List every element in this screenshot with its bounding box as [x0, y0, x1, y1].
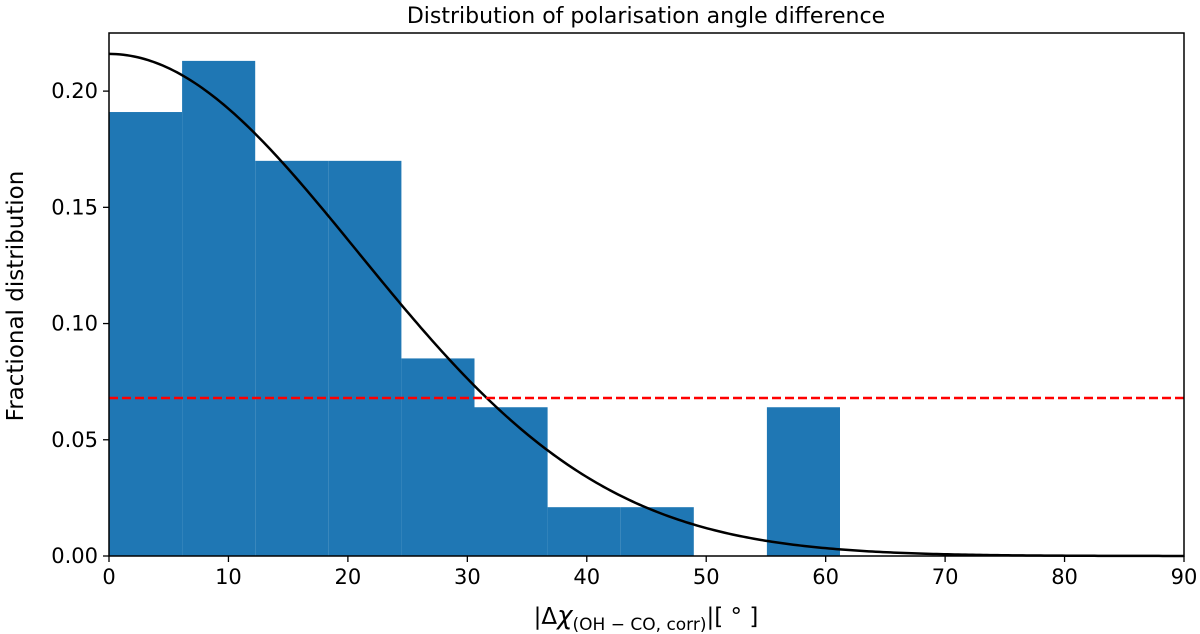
x-tick-label: 0 — [102, 565, 115, 589]
histogram-bar-2 — [255, 160, 329, 556]
y-tick-label: 0.05 — [51, 428, 98, 452]
y-tick-label: 0.10 — [51, 312, 98, 336]
x-tick-label: 90 — [1171, 565, 1198, 589]
x-tick-label: 20 — [335, 565, 362, 589]
x-tick-label: 70 — [932, 565, 959, 589]
x-axis-label: |Δχ(OH − CO, corr)|[ ° ] — [534, 601, 759, 634]
histogram-bar-9 — [766, 407, 840, 556]
y-tick-label: 0.20 — [51, 79, 98, 103]
y-ticks: 0.00 0.05 0.10 0.15 0.20 — [51, 79, 109, 568]
histogram-bar-3 — [328, 160, 402, 556]
x-tick-label: 40 — [573, 565, 600, 589]
axes — [108, 32, 1185, 557]
x-tick-label: 50 — [693, 565, 720, 589]
histogram-bar-0 — [109, 112, 183, 556]
histogram-bar-5 — [474, 407, 548, 556]
y-tick-label: 0.00 — [51, 544, 98, 568]
x-tick-label: 60 — [812, 565, 839, 589]
x-axis-label-suffix: |[ ° ] — [707, 604, 759, 630]
x-tick-label: 30 — [454, 565, 481, 589]
histogram-bar-7 — [620, 507, 694, 556]
y-tick-label: 0.15 — [51, 195, 98, 219]
y-axis-label: Fractional distribution — [3, 171, 29, 422]
plot-frame — [108, 32, 1185, 557]
chart-title: Distribution of polarisation angle diffe… — [407, 4, 885, 29]
histogram-bar-4 — [401, 358, 475, 556]
x-axis-label-prefix: |Δ — [534, 604, 558, 630]
x-axis-label-subscript: (OH − CO, corr) — [573, 615, 707, 634]
x-tick-label: 10 — [215, 565, 242, 589]
histogram-bar-6 — [547, 507, 621, 556]
histogram-bar-1 — [182, 60, 256, 556]
x-tick-label: 80 — [1051, 565, 1078, 589]
x-ticks: 0 10 20 30 40 50 60 70 80 90 — [102, 556, 1197, 589]
x-axis-label-chi: χ — [555, 601, 574, 631]
histogram-bars — [109, 60, 840, 556]
